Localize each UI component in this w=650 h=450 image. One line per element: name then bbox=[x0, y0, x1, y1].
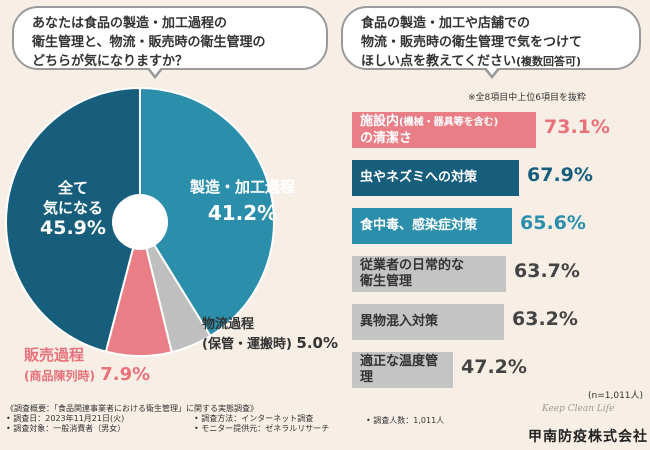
pie-value-manufacturing: 41.2% bbox=[207, 201, 278, 225]
survey-target: • 調査対象：一般消費者（男女） bbox=[6, 424, 126, 433]
survey-title: 《調査概要：「食品関連事業者における衛生管理」に関する実態調査》 bbox=[6, 404, 258, 413]
survey-date: • 調査日：2023年11月21日(火) bbox=[6, 414, 125, 423]
pie-label-sales: 販売過程 (商品陳列時) 7.9% bbox=[24, 345, 150, 386]
bar-cleanliness: 施設内(機械・器具等を含む) の清潔さ bbox=[352, 112, 536, 148]
right-question-line1: 食品の製造・加工や店舗での bbox=[361, 16, 531, 31]
pie-label-logistics-line2: (保管・運搬時) bbox=[202, 337, 292, 352]
right-question-bubble: 食品の製造・加工や店舗での 物流・販売時の衛生管理で気をつけて ほしい点を教えて… bbox=[341, 6, 641, 79]
bar-foreign-matter: 異物混入対策 bbox=[352, 304, 504, 340]
right-question-line3: ほしい点を教えてください bbox=[361, 54, 516, 69]
pie-slice-manufacturing bbox=[139, 86, 275, 338]
company-logo: 甲南防疫株式会社 bbox=[528, 429, 648, 445]
sample-size-note: (n=1,011人) bbox=[588, 391, 644, 401]
pie-center-hole bbox=[112, 194, 168, 250]
left-question-line3: どちらが気になりますか？ bbox=[32, 54, 189, 69]
pie-value-logistics: 5.0% bbox=[296, 334, 339, 352]
survey-count: • 調査人数：1,011人 bbox=[366, 416, 445, 425]
bar-value-pests: 67.9% bbox=[527, 164, 593, 186]
pie-label-all: 全て 気になる 45.9% bbox=[40, 178, 106, 238]
logo-tagline: Keep Clean Life bbox=[542, 404, 615, 414]
top-items-note: ※全8項目中上位6項目を抜粋 bbox=[468, 93, 586, 103]
pie-label-all-line1: 全て bbox=[57, 179, 88, 197]
pie-label-all-line2: 気になる bbox=[42, 199, 103, 217]
left-question-line2: 衛生管理と、物流・販売時の衛生管理の bbox=[32, 35, 266, 50]
bar-label-staff-hygiene: 従業者の日常的な 衛生管理 bbox=[360, 258, 465, 289]
right-question-line2: 物流・販売時の衛生管理で気をつけて bbox=[361, 35, 583, 50]
bar-value-food-poisoning: 65.6% bbox=[520, 212, 586, 234]
pie-label-sales-line1: 販売過程 bbox=[24, 346, 85, 364]
bar-value-temperature: 47.2% bbox=[461, 356, 527, 378]
pie-label-sales-line2: (商品陳列時) bbox=[24, 369, 95, 383]
survey-provider: • モニター提供元：ゼネラルリサーチ bbox=[194, 424, 330, 433]
pie-label-logistics: 物流過程 (保管・運搬時) 5.0% bbox=[202, 316, 338, 354]
pie-label-manufacturing: 製造・加工過程 41.2% bbox=[190, 174, 295, 226]
bar-temperature: 適正な温度管理 bbox=[352, 352, 453, 388]
bar-pests: 虫やネズミへの対策 bbox=[352, 160, 519, 196]
bar-staff-hygiene: 従業者の日常的な 衛生管理 bbox=[352, 256, 506, 292]
pie-label-manufacturing-line1: 製造・加工過程 bbox=[190, 178, 296, 196]
bar-food-poisoning: 食中毒、感染症対策 bbox=[352, 208, 512, 244]
pie-slice-all bbox=[5, 86, 141, 353]
left-question-bubble: あなたは食品の製造・加工過程の 衛生管理と、物流・販売時の衛生管理の どちらが気… bbox=[12, 6, 328, 79]
bar-label-pests: 虫やネズミへの対策 bbox=[360, 170, 478, 185]
bar-value-cleanliness: 73.1% bbox=[544, 116, 610, 138]
pie-value-sales: 7.9% bbox=[100, 364, 151, 385]
bar-label-cleanliness: 施設内(機械・器具等を含む) の清潔さ bbox=[360, 113, 499, 146]
bar-value-staff-hygiene: 63.7% bbox=[514, 260, 580, 282]
left-question-line1: あなたは食品の製造・加工過程の bbox=[32, 16, 228, 31]
survey-method: • 調査方法：インターネット調査 bbox=[194, 414, 314, 423]
bubble-tail bbox=[483, 66, 501, 79]
bar-label-food-poisoning: 食中毒、感染症対策 bbox=[360, 218, 478, 233]
bar-label-foreign-matter: 異物混入対策 bbox=[360, 314, 439, 329]
pie-value-all: 45.9% bbox=[40, 217, 106, 239]
bubble-tail bbox=[146, 66, 164, 79]
bar-value-foreign-matter: 63.2% bbox=[512, 308, 578, 330]
multiple-answer-note: (複数回答可) bbox=[515, 55, 582, 68]
bar-label-temperature: 適正な温度管理 bbox=[360, 354, 439, 385]
pie-label-logistics-line1: 物流過程 bbox=[202, 317, 255, 332]
